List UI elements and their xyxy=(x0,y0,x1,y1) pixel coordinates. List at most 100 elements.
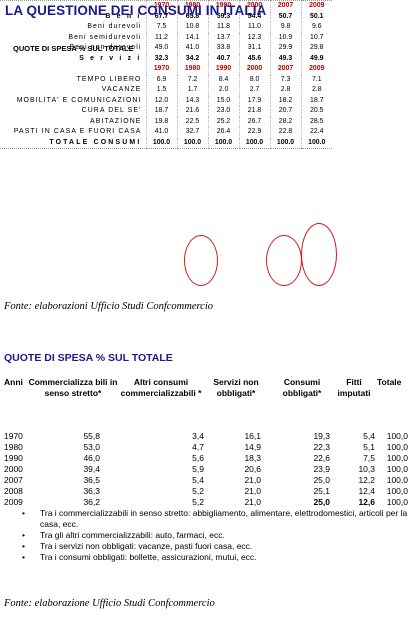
table-cell: 18.7 xyxy=(300,95,332,106)
table-cell: 2009 xyxy=(300,64,332,75)
table-cell: 59.3 xyxy=(207,11,239,22)
table2-cell: 39,4 xyxy=(83,464,100,474)
table-cell: 20.7 xyxy=(269,106,301,117)
table2-cell: 46,0 xyxy=(83,453,100,463)
table-row: MOBILITA' E COMUNICAZIONI 12.0 14.3 15.0 17.… xyxy=(0,95,332,106)
row-label: S e r v i z i xyxy=(79,54,142,62)
table2-cell: 5,4 xyxy=(363,431,375,441)
table-cell: 2000 xyxy=(238,0,270,12)
consumption-share-table: 1970 1980 1990 2000 2007 2009 B e n i 67.7 65.8 5… xyxy=(0,0,332,149)
table-cell: 7.5 xyxy=(145,22,177,33)
source-note-1: Fonte: elaborazioni Ufficio Studi Confco… xyxy=(4,301,214,312)
table-cell: 50.7 xyxy=(269,11,301,22)
table-cell: 10.8 xyxy=(176,22,208,33)
table-row: S e r v i z i 32.3 34.2 40.7 45.6 49.3 49.9 xyxy=(0,53,332,64)
table-cell: 13.7 xyxy=(207,32,239,43)
table2-cell: 16,1 xyxy=(244,431,261,441)
table-cell: 22.4 xyxy=(300,127,332,138)
table-row: Beni semidurevoli 11.2 14.1 13.7 12.3 10.9 10.… xyxy=(0,32,332,43)
table-cell: 1990 xyxy=(207,0,239,12)
table-row: Beni durevoli 7.5 10.8 11.8 11.0 9.8 9.6 xyxy=(0,22,332,33)
table2-cell: 53,0 xyxy=(83,442,100,452)
table-cell: 7.3 xyxy=(269,74,301,85)
row-label: MOBILITA' E COMUNICAZIONI xyxy=(16,96,142,104)
table-cell: 2000 xyxy=(238,64,270,75)
table2-year: 1990 xyxy=(4,453,23,463)
table-cell: 18.7 xyxy=(145,106,177,117)
table-cell: 67.7 xyxy=(145,11,177,22)
row-label: Beni durevoli xyxy=(87,23,142,30)
table-cell: 49.0 xyxy=(145,43,177,54)
row-label: CURA DEL SE' xyxy=(81,107,142,114)
table-row: CURA DEL SE' 18.7 21.6 23.0 21.8 20.7 20.5 xyxy=(0,106,332,117)
table-row: Beni non durevoli 49.0 41.0 33.8 31.1 29.9 29.… xyxy=(0,43,332,54)
table-cell: 9.6 xyxy=(300,22,332,33)
table2-cell: 22,6 xyxy=(313,453,330,463)
table-cell: 100.0 xyxy=(207,137,239,149)
bullet-icon: • xyxy=(22,508,25,518)
table2-cell: 4,7 xyxy=(192,442,204,452)
table-cell: 1990 xyxy=(207,64,239,75)
table2-cell: 5,1 xyxy=(363,442,375,452)
note-item: Tra gli altri commercializzabili: auto, … xyxy=(40,530,225,540)
table-cell: 2.8 xyxy=(269,85,301,96)
bullet-icon: • xyxy=(22,552,25,562)
table2-cell: 7,5 xyxy=(363,453,375,463)
table-cell: 41.0 xyxy=(145,127,177,138)
table-cell: 26.7 xyxy=(238,116,270,127)
table-cell: 11.8 xyxy=(207,22,239,33)
table1-subtitle: QUOTE DI SPESA % SUL TOTALE xyxy=(13,44,134,53)
page-title: LA QUESTIONE DEI CONSUMI IN ITALIA xyxy=(5,3,267,18)
table-cell: 32.3 xyxy=(145,53,177,64)
row-label: B e n i xyxy=(105,12,142,20)
table2-year: 2000 xyxy=(4,464,23,474)
row-label: Beni semidurevoli xyxy=(68,33,142,41)
header-commercializzabili: Commercializza bili in senso stretto* xyxy=(28,377,118,398)
table-cell: 18.2 xyxy=(269,95,301,106)
table2-cell: 5,2 xyxy=(192,486,204,496)
table-cell: 12.3 xyxy=(238,32,270,43)
highlight-ellipse-2009 xyxy=(301,223,337,286)
table-cell: 54.4 xyxy=(238,11,270,22)
table-cell: 22.5 xyxy=(176,116,208,127)
table-cell: 2.0 xyxy=(207,85,239,96)
table-cell: 28.5 xyxy=(300,116,332,127)
table-cell: 32.7 xyxy=(176,127,208,138)
table-cell: 21.8 xyxy=(238,106,270,117)
table2-year: 2008 xyxy=(4,486,23,496)
table-cell: 50.1 xyxy=(300,11,332,22)
table2-cell: 10,3 xyxy=(358,464,375,474)
table2-cell: 100,0 xyxy=(386,453,408,463)
table2-cell: 100,0 xyxy=(386,486,408,496)
table-cell: 22.9 xyxy=(238,127,270,138)
table2-cell: 5,2 xyxy=(192,497,204,507)
header-fitti: Fitti imputati xyxy=(337,377,371,398)
row-label xyxy=(0,0,146,12)
table-cell: 65.8 xyxy=(176,11,208,22)
note-item: Tra i consumi obbligati: bollette, assic… xyxy=(40,552,257,562)
table2-cell: 21,0 xyxy=(244,475,261,485)
table2-cell: 12,2 xyxy=(358,475,375,485)
header-anni: Anni xyxy=(4,377,23,387)
table-cell: 2.7 xyxy=(238,85,270,96)
table-cell: 17.9 xyxy=(238,95,270,106)
table-cell: 10.9 xyxy=(269,32,301,43)
table-row: 1970 1980 1990 2000 2007 2009 xyxy=(0,0,332,12)
table2-cell: 5,6 xyxy=(192,453,204,463)
bullet-icon: • xyxy=(22,530,25,540)
table2-year: 1980 xyxy=(4,442,23,452)
table2-cell: 25,0 xyxy=(313,475,330,485)
table-row: B e n i 67.7 65.8 59.3 54.4 50.7 50.1 xyxy=(0,11,332,22)
table-cell: 29.9 xyxy=(269,43,301,54)
table2-cell: 20,6 xyxy=(244,464,261,474)
row-label: PASTI IN CASA E FUORI CASA xyxy=(13,128,142,135)
table2-cell: 100,0 xyxy=(386,475,408,485)
table2-cell: 22,3 xyxy=(313,442,330,452)
table2-cell: 21,0 xyxy=(244,497,261,507)
table-cell: 11.0 xyxy=(238,22,270,33)
table2-cell: 12,4 xyxy=(358,486,375,496)
table-cell: 8.0 xyxy=(238,74,270,85)
row-label xyxy=(0,64,146,75)
table-cell: 45.6 xyxy=(238,53,270,64)
table-cell: 29.8 xyxy=(300,43,332,54)
